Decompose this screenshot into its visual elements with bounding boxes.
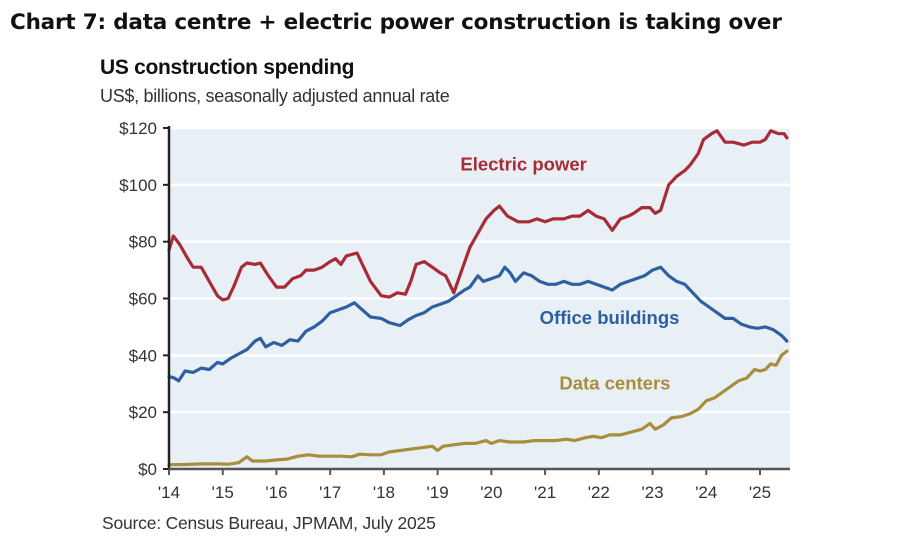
series-line-data-centers [167, 349, 789, 467]
chart-title: US construction spending [100, 56, 355, 79]
x-tick-label: '25 [749, 483, 771, 502]
source-note: Source: Census Bureau, JPMAM, July 2025 [102, 513, 436, 533]
series-label-electric-power: Electric power [460, 154, 586, 175]
y-tick-label: $100 [119, 176, 157, 195]
chart-subtitle: US$, billions, seasonally adjusted annua… [100, 86, 450, 106]
x-tick-label: '15 [212, 483, 234, 502]
x-tick-label: '24 [695, 483, 717, 502]
y-tick-label: $0 [138, 460, 157, 479]
y-tick-label: $80 [129, 233, 157, 252]
x-tick-label: '17 [319, 483, 341, 502]
series-label-office-buildings: Office buildings [540, 307, 680, 328]
headline: Chart 7: data centre + electric power co… [10, 10, 782, 35]
x-tick-label: '14 [158, 483, 180, 502]
y-tick-label: $120 [119, 119, 157, 138]
x-tick-label: '19 [427, 483, 449, 502]
y-tick-label: $60 [129, 290, 157, 309]
x-tick-label: '23 [641, 483, 663, 502]
x-tick-label: '20 [480, 483, 502, 502]
y-tick-label: $20 [129, 403, 157, 422]
series-label-data-centers: Data centers [559, 372, 670, 393]
y-tick-label: $40 [129, 346, 157, 365]
x-tick-label: '16 [265, 483, 287, 502]
series-line-electric-power [167, 129, 789, 302]
x-tick-label: '18 [373, 483, 395, 502]
x-tick-label: '22 [588, 483, 610, 502]
x-tick-label: '21 [534, 483, 556, 502]
series-line-office-buildings [167, 265, 789, 383]
